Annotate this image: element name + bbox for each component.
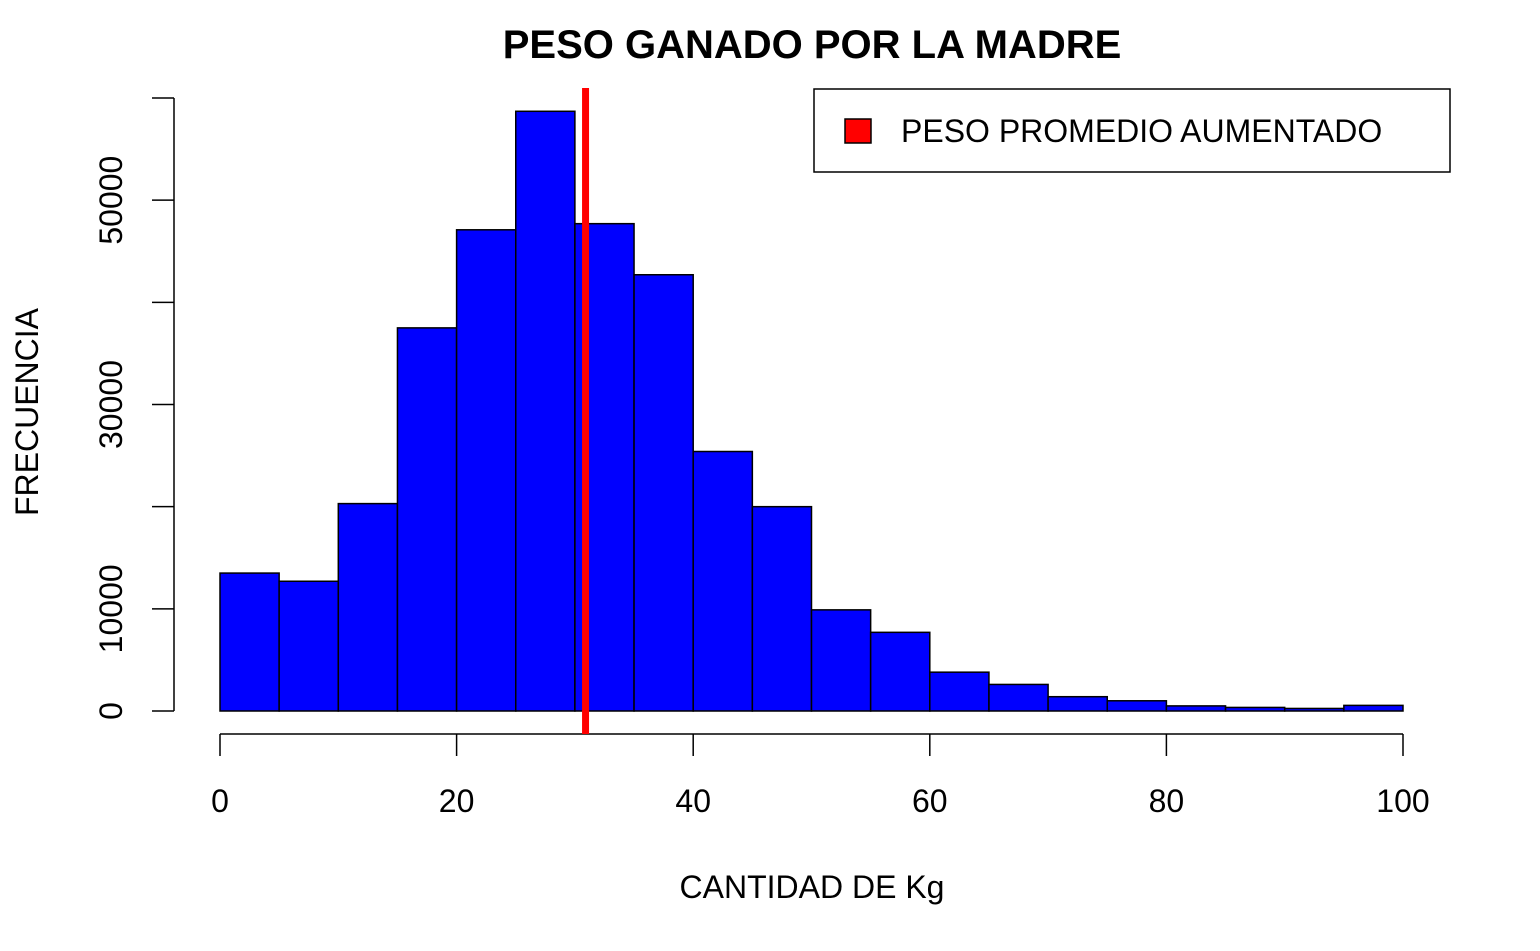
histogram-bar-8 [692,450,754,712]
histogram-bar-0 [219,572,280,712]
x-tick-label-40: 40 [675,783,711,819]
y-tick-label-0: 0 [93,702,129,720]
legend-swatch [844,118,872,144]
histogram-bar-10 [810,609,872,712]
y-tick-label-30000: 30000 [93,360,129,449]
y-axis-label: FRECUENCIA [9,307,45,516]
histogram-bar-16 [1165,705,1227,712]
histogram-bar-1 [278,580,340,712]
histogram-bar-18 [1283,707,1345,712]
x-tick-label-80: 80 [1149,783,1185,819]
x-axis: 0 20 40 60 80 100 [211,733,1430,819]
histogram-bar-7 [633,273,694,712]
histogram-bar-5 [515,110,576,712]
histogram-bar-9 [751,505,813,712]
chart-title: PESO GANADO POR LA MADRE [503,23,1122,67]
legend-box [813,88,1451,173]
legend-label: PESO PROMEDIO AUMENTADO [901,113,1382,149]
histogram-bar-11 [869,631,931,712]
histogram-bar-2 [337,502,399,712]
y-axis: 0 10000 30000 50000 [93,97,175,720]
histogram-bar-3 [396,327,458,712]
x-tick-label-100: 100 [1376,783,1429,819]
histogram-bar-15 [1106,700,1168,712]
histogram-bar-14 [1047,695,1108,712]
legend: PESO PROMEDIO AUMENTADO [813,88,1451,173]
x-tick-label-60: 60 [912,783,948,819]
histogram-bar-19 [1343,704,1404,712]
histogram-bar-12 [929,671,990,712]
histogram-bar-13 [988,683,1049,712]
x-tick-label-20: 20 [439,783,475,819]
y-tick-label-10000: 10000 [93,564,129,653]
bars-group [219,110,1404,712]
y-tick-label-50000: 50000 [93,156,129,245]
x-tick-label-0: 0 [211,783,229,819]
histogram-bar-4 [455,229,517,712]
histogram-bar-17 [1224,706,1286,712]
x-axis-label: CANTIDAD DE Kg [680,869,945,905]
